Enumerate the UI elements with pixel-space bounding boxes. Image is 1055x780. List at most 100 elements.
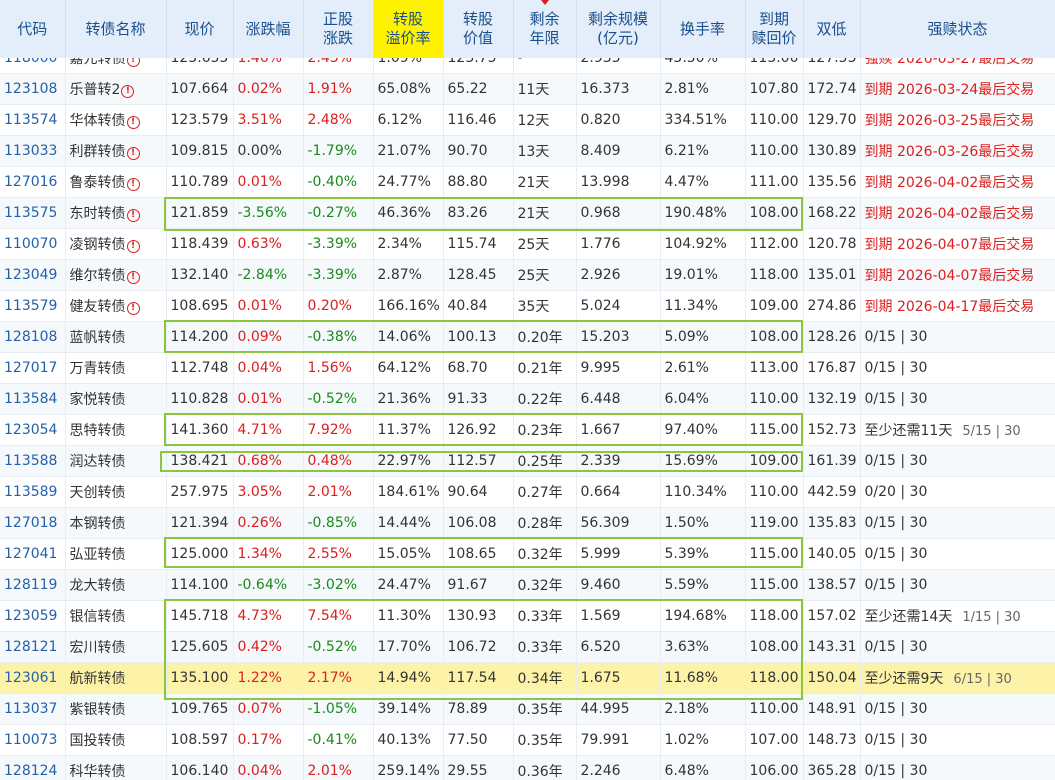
table-row[interactable]: 110070 凌钢转债! 118.439 0.63% -3.39% 2.34% 115.74…: [0, 228, 1055, 260]
cell-code[interactable]: 123054: [0, 414, 66, 446]
cell-code[interactable]: 113579: [0, 290, 66, 322]
cell-code[interactable]: 127016: [0, 166, 66, 198]
cell-code[interactable]: 127041: [0, 538, 66, 570]
header-name[interactable]: 转债名称: [65, 0, 167, 58]
table-row[interactable]: 113589 天创转债 257.975 3.05% 2.01% 184.61% 90.64 0…: [0, 476, 1055, 508]
header-label: 溢价率: [385, 29, 431, 47]
cell-code[interactable]: 113037: [0, 693, 66, 725]
header-label: 赎回价: [751, 29, 797, 47]
cell-name[interactable]: 银信转债: [65, 600, 167, 632]
cell-code[interactable]: 110070: [0, 228, 66, 260]
cell-dual-low-text: 172.74: [807, 81, 857, 97]
cell-code[interactable]: 113588: [0, 445, 66, 477]
cell-name[interactable]: 龙大转债: [65, 569, 167, 601]
cell-name[interactable]: 润达转债: [65, 445, 167, 477]
cell-turnover: 110.34%: [660, 476, 746, 508]
table-row[interactable]: 123108 乐普转2! 107.664 0.02% 1.91% 65.08% 65.22 1…: [0, 73, 1055, 105]
cell-name[interactable]: 鲁泰转债!: [65, 166, 167, 198]
cell-name[interactable]: 嘉元转债!: [65, 58, 167, 74]
table-row[interactable]: 128119 龙大转债 114.100 -0.64% -3.02% 24.47% 91.67…: [0, 569, 1055, 601]
table-row[interactable]: 113588 润达转债 138.421 0.68% 0.48% 22.97% 112.57 0…: [0, 445, 1055, 477]
cell-name[interactable]: 宏川转债: [65, 631, 167, 663]
header-change[interactable]: 涨跌幅: [233, 0, 304, 58]
header-conv-value[interactable]: 转股 价值: [443, 0, 514, 58]
cell-dual-low-text: 152.73: [807, 422, 857, 438]
cell-name[interactable]: 维尔转债!: [65, 259, 167, 291]
table-row[interactable]: 113574 华体转债! 123.579 3.51% 2.48% 6.12% 116.46 1…: [0, 104, 1055, 136]
cell-name[interactable]: 本钢转债: [65, 507, 167, 539]
table-row[interactable]: 128108 蓝帆转债 114.200 0.09% -0.38% 14.06% 100.13…: [0, 321, 1055, 353]
header-forced-redeem[interactable]: 强赎状态: [860, 0, 1055, 58]
cell-name[interactable]: 弘亚转债: [65, 538, 167, 570]
table-row[interactable]: 127016 鲁泰转债! 110.789 0.01% -0.40% 24.77% 88.80…: [0, 166, 1055, 198]
cell-code[interactable]: 128121: [0, 631, 66, 663]
cell-name[interactable]: 思特转债: [65, 414, 167, 446]
cell-change-text: 3.05%: [237, 484, 282, 500]
header-premium[interactable]: 转股 溢价率: [373, 0, 444, 58]
cell-name[interactable]: 健友转债!: [65, 290, 167, 322]
cell-name[interactable]: 万青转债: [65, 352, 167, 384]
cell-code-text: 113575: [4, 205, 58, 221]
header-redeem-price[interactable]: 到期 赎回价: [745, 0, 804, 58]
cell-code[interactable]: 128108: [0, 321, 66, 353]
cell-name[interactable]: 天创转债: [65, 476, 167, 508]
cell-name[interactable]: 科华转债: [65, 755, 167, 780]
table-row[interactable]: 113037 紫银转债 109.765 0.07% -1.05% 39.14% 78.89 0…: [0, 693, 1055, 725]
cell-name[interactable]: 蓝帆转债: [65, 321, 167, 353]
cell-name[interactable]: 东时转债!: [65, 197, 167, 229]
table-row[interactable]: 123049 维尔转债! 132.140 -2.84% -3.39% 2.87% 128.4…: [0, 259, 1055, 291]
table-row[interactable]: 127041 弘亚转债 125.000 1.34% 2.55% 15.05% 108.65 0…: [0, 538, 1055, 570]
cell-code[interactable]: 110073: [0, 724, 66, 756]
header-stock-change[interactable]: 正股 涨跌: [303, 0, 374, 58]
table-row[interactable]: 127017 万青转债 112.748 0.04% 1.56% 64.12% 68.70 0.…: [0, 352, 1055, 384]
cell-code[interactable]: 113575: [0, 197, 66, 229]
cell-name[interactable]: 紫银转债: [65, 693, 167, 725]
table-row[interactable]: 113033 利群转债! 109.815 0.00% -1.79% 21.07% 90.70…: [0, 135, 1055, 167]
table-row[interactable]: 113575 东时转债! 121.859 -3.56% -0.27% 46.36% 83.2…: [0, 197, 1055, 229]
header-dual-low[interactable]: 双低: [803, 0, 861, 58]
cell-code[interactable]: 128119: [0, 569, 66, 601]
table-row[interactable]: 127018 本钢转债 121.394 0.26% -0.85% 14.44% 106.08…: [0, 507, 1055, 539]
cell-code[interactable]: 123049: [0, 259, 66, 291]
cell-name[interactable]: 利群转债!: [65, 135, 167, 167]
header-scale[interactable]: 剩余规模 (亿元): [576, 0, 661, 58]
cell-code[interactable]: 123108: [0, 73, 66, 105]
cell-code[interactable]: 128124: [0, 755, 66, 780]
cell-name[interactable]: 航新转债: [65, 662, 167, 694]
cell-name[interactable]: 凌钢转债!: [65, 228, 167, 260]
cell-stock-change-text: 7.92%: [307, 422, 352, 438]
table-row[interactable]: 123059 银信转债 145.718 4.73% 7.54% 11.30% 130.93 0…: [0, 600, 1055, 632]
cell-name[interactable]: 家悦转债: [65, 383, 167, 415]
cell-conv-value: 106.08: [443, 507, 514, 539]
cell-code[interactable]: 127018: [0, 507, 66, 539]
cell-code[interactable]: 113033: [0, 135, 66, 167]
cell-forced-redeem-text: 0/15 | 30: [864, 732, 928, 748]
header-turnover[interactable]: 换手率: [660, 0, 746, 58]
cell-code[interactable]: 123059: [0, 600, 66, 632]
cell-stock-change-text: 0.48%: [307, 453, 352, 469]
table-row[interactable]: 123061 航新转债 135.100 1.22% 2.17% 14.94% 117.54 0…: [0, 662, 1055, 694]
table-body-viewport[interactable]: 118000 嘉元转债! 125.655 1.46% 2.43% 1.09% 123.75-…: [0, 58, 1055, 780]
table-row[interactable]: 113579 健友转债! 108.695 0.01% 0.20% 166.16% 40.84…: [0, 290, 1055, 322]
table-row[interactable]: 123054 思特转债 141.360 4.71% 7.92% 11.37% 126.92 0…: [0, 414, 1055, 446]
cell-code[interactable]: 127017: [0, 352, 66, 384]
cell-code[interactable]: 113589: [0, 476, 66, 508]
header-price[interactable]: 现价: [166, 0, 234, 58]
table-row[interactable]: 128124 科华转债 106.140 0.04% 2.01% 259.14% 29.55 0…: [0, 755, 1055, 780]
cell-code[interactable]: 118000: [0, 58, 66, 74]
table-row[interactable]: 110073 国投转债 108.597 0.17% -0.41% 40.13% 77.50 0…: [0, 724, 1055, 756]
cell-redeem-price-text: 110.00: [749, 484, 799, 500]
cell-change-text: -2.84%: [237, 267, 288, 283]
table-row[interactable]: 118000 嘉元转债! 125.655 1.46% 2.43% 1.09% 123.75-…: [0, 58, 1055, 74]
table-row[interactable]: 128121 宏川转债 125.605 0.42% -0.52% 17.70% 106.72…: [0, 631, 1055, 663]
header-years-left[interactable]: 剩余 年限: [513, 0, 577, 58]
table-row[interactable]: 113584 家悦转债 110.828 0.01% -0.52% 21.36% 91.33 0…: [0, 383, 1055, 415]
cell-dual-low: 128.26: [803, 321, 861, 353]
cell-name[interactable]: 乐普转2!: [65, 73, 167, 105]
cell-code[interactable]: 113584: [0, 383, 66, 415]
cell-code[interactable]: 113574: [0, 104, 66, 136]
cell-name[interactable]: 华体转债!: [65, 104, 167, 136]
cell-name[interactable]: 国投转债: [65, 724, 167, 756]
cell-code[interactable]: 123061: [0, 662, 66, 694]
header-code[interactable]: 代码: [0, 0, 66, 58]
